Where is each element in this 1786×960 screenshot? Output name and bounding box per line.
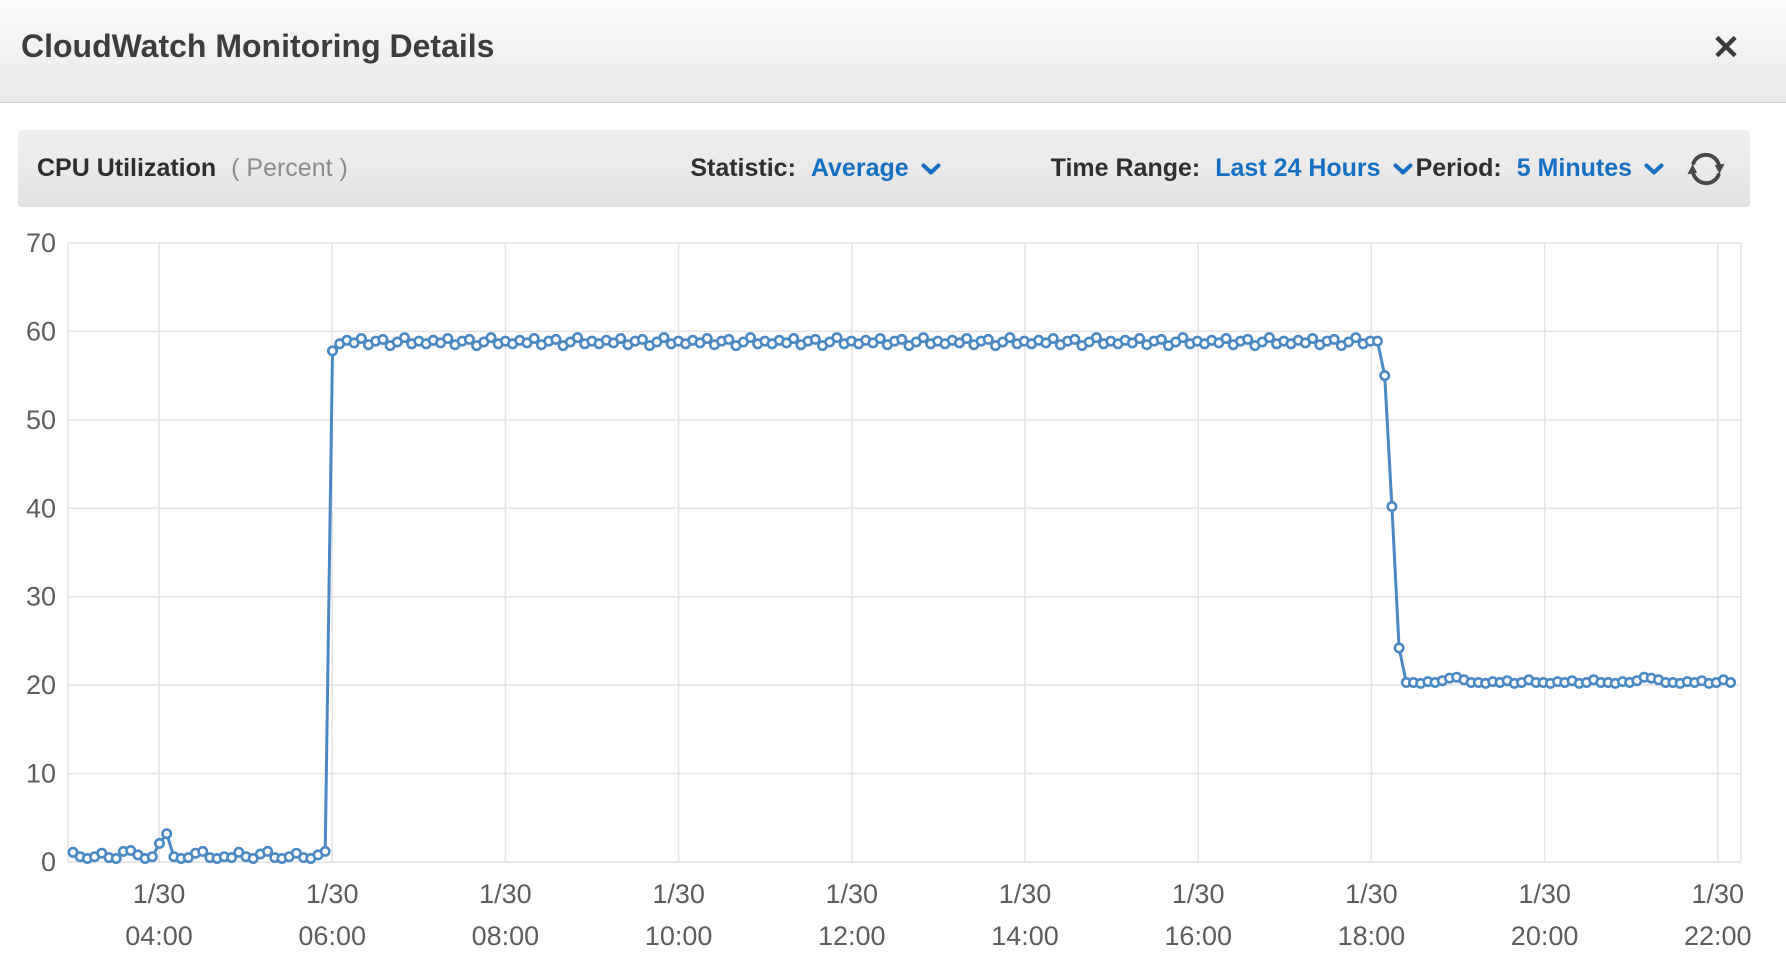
svg-text:10: 10 — [26, 759, 56, 789]
period-dropdown[interactable]: 5 Minutes — [1516, 154, 1632, 182]
svg-text:60: 60 — [26, 316, 56, 346]
svg-text:14:00: 14:00 — [991, 921, 1059, 951]
svg-text:1/30: 1/30 — [1692, 879, 1745, 909]
period-control: Period: 5 Minutes — [1416, 154, 1664, 183]
svg-text:1/30: 1/30 — [1345, 879, 1398, 909]
refresh-icon[interactable] — [1684, 147, 1728, 191]
chevron-down-icon[interactable] — [1393, 154, 1413, 183]
svg-text:1/30: 1/30 — [999, 879, 1052, 909]
svg-text:20: 20 — [26, 670, 56, 700]
metric-unit: ( Percent ) — [231, 154, 348, 182]
svg-text:1/30: 1/30 — [479, 879, 532, 909]
svg-text:30: 30 — [26, 582, 56, 612]
svg-text:18:00: 18:00 — [1338, 921, 1406, 951]
metric-title: CPU Utilization ( Percent ) — [37, 154, 348, 183]
svg-text:1/30: 1/30 — [306, 879, 359, 909]
svg-text:1/30: 1/30 — [1518, 879, 1571, 909]
svg-text:12:00: 12:00 — [818, 921, 886, 951]
cpu-utilization-chart: 0 10 20 30 40 50 60 70 1/30 04:00 1/30 06:00 1/30 08:… — [26, 228, 1752, 951]
svg-text:1/30: 1/30 — [826, 879, 879, 909]
svg-text:1/30: 1/30 — [133, 879, 186, 909]
statistic-label: Statistic: — [690, 154, 796, 182]
svg-text:16:00: 16:00 — [1164, 921, 1232, 951]
dialog-header: CloudWatch Monitoring Details ✕ — [0, 0, 1786, 103]
svg-text:06:00: 06:00 — [298, 921, 366, 951]
svg-text:20:00: 20:00 — [1511, 921, 1579, 951]
period-label: Period: — [1415, 154, 1502, 182]
svg-text:04:00: 04:00 — [125, 921, 193, 951]
svg-text:1/30: 1/30 — [1172, 879, 1225, 909]
statistic-dropdown[interactable]: Average — [810, 154, 909, 182]
svg-text:0: 0 — [41, 847, 56, 877]
svg-text:1/30: 1/30 — [652, 879, 705, 909]
dialog-title: CloudWatch Monitoring Details — [21, 28, 495, 64]
time-range-control: Time Range: Last 24 Hours — [1051, 154, 1413, 183]
time-range-label: Time Range: — [1050, 154, 1201, 182]
statistic-control: Statistic: Average — [690, 154, 941, 183]
svg-text:10:00: 10:00 — [645, 921, 713, 951]
svg-text:40: 40 — [26, 493, 56, 523]
chart-toolbar: CPU Utilization ( Percent ) Statistic: A… — [18, 130, 1750, 207]
svg-text:70: 70 — [26, 228, 56, 258]
chart-area: 0 10 20 30 40 50 60 70 1/30 04:00 1/30 06:00 1/30 08:… — [0, 210, 1786, 960]
close-icon[interactable]: ✕ — [1706, 28, 1746, 68]
chevron-down-icon[interactable] — [1644, 154, 1664, 183]
svg-text:50: 50 — [26, 405, 56, 435]
time-range-dropdown[interactable]: Last 24 Hours — [1215, 154, 1381, 182]
svg-text:08:00: 08:00 — [472, 921, 540, 951]
chevron-down-icon[interactable] — [921, 154, 941, 183]
svg-text:22:00: 22:00 — [1684, 921, 1752, 951]
metric-name: CPU Utilization — [37, 154, 217, 182]
